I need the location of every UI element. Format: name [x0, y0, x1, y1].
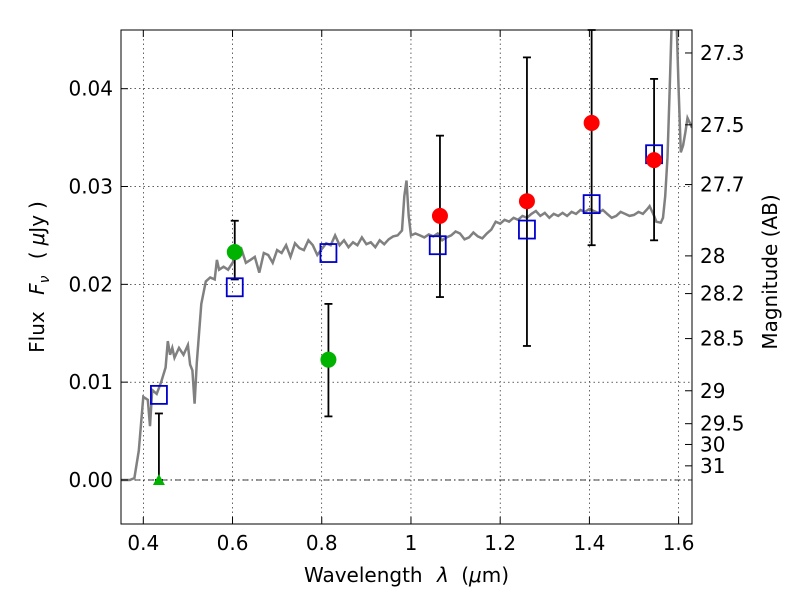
x-tick-label: 0.4: [127, 531, 159, 555]
model-spectrum-line: [121, 30, 692, 482]
y-tick-label: 0.02: [68, 272, 113, 296]
model-photometry-box: [319, 243, 338, 263]
y-axis-label: Flux Fν ( μJy): [25, 201, 54, 353]
x-label-unit-open: (: [461, 563, 469, 587]
y-label-unit-mu: μ: [25, 233, 49, 247]
y-tick-label: 0.04: [68, 77, 113, 101]
y-label-unit-open: (: [25, 251, 49, 259]
green-data-point: [320, 351, 337, 368]
magnitude-tick-label: 27.7: [700, 173, 745, 197]
y-label-symbol: F: [25, 283, 49, 295]
y-label-prefix: Flux: [25, 311, 49, 353]
red-data-point: [583, 114, 600, 131]
plot-frame: [120, 29, 693, 525]
x-tick-label: 1: [405, 531, 418, 555]
x-axis-label: Wavelength λ (μm): [304, 563, 509, 587]
x-label-unit-mu: μ: [468, 563, 482, 587]
y-label-unit-close: ): [25, 201, 49, 209]
x-label-prefix: Wavelength: [304, 563, 423, 587]
green-data-point: [226, 244, 243, 261]
magnitude-tick-label: 28.2: [700, 282, 745, 306]
magnitude-tick-label: 29.5: [700, 412, 745, 436]
model-spectrum-layer: [121, 30, 692, 482]
model-photometry-box: [518, 219, 536, 240]
red-data-point: [431, 207, 448, 224]
magnitude-tick-label: 27.3: [700, 41, 745, 65]
y-label-subscript: ν: [37, 275, 53, 283]
ticks-layer: 0.4 0.6 0.8 1 1.2 1.4 1.6 0.00 0.01 0.02 0.03 0.04 2…: [68, 30, 745, 555]
x-label-unit-rest: m): [482, 563, 509, 587]
model-photometry-box: [582, 194, 601, 215]
y-tick-label: 0.03: [68, 175, 113, 199]
model-photometry-box: [150, 384, 168, 405]
x-tick-label: 0.6: [217, 531, 249, 555]
magnitude-tick-label: 28: [700, 244, 725, 268]
model-photometry-box: [225, 277, 244, 298]
x-tick-label: 1.6: [663, 531, 695, 555]
y-tick-label: 0.00: [68, 468, 113, 492]
magnitude-tick-label: 31: [700, 454, 725, 478]
model-photometry-layer: [150, 144, 663, 405]
x-tick-label: 1.4: [573, 531, 605, 555]
red-data-point: [518, 193, 535, 210]
magnitude-tick-label: 27.5: [700, 113, 745, 137]
x-tick-label: 0.8: [306, 531, 338, 555]
upper-limit-triangle: [152, 473, 165, 485]
x-tick-label: 1.2: [484, 531, 516, 555]
observed-points-layer: [152, 114, 663, 485]
magnitude-tick-label: 29: [700, 379, 725, 403]
x-label-symbol: λ: [436, 563, 449, 587]
y-tick-label: 0.01: [68, 370, 113, 394]
red-data-point: [646, 152, 663, 169]
model-photometry-box: [428, 235, 447, 256]
magnitude-axis-label: Magnitude (AB): [758, 194, 782, 349]
y-label-unit-rest: Jy: [25, 215, 49, 235]
grid: [121, 30, 692, 524]
magnitude-tick-label: 28.5: [700, 327, 745, 351]
magnitude-tick-label: 30: [700, 432, 725, 456]
